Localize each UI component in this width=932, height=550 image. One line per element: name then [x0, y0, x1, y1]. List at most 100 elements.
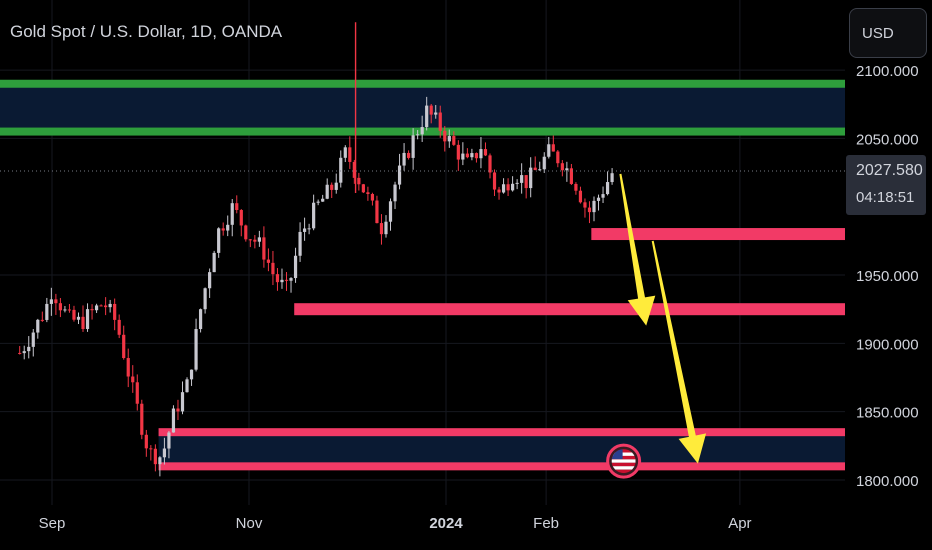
candle-body: [262, 237, 266, 260]
candle-body: [402, 152, 406, 166]
x-axis: Sep Nov 2024 Feb Apr: [39, 515, 752, 532]
candle-body: [357, 177, 361, 185]
levels: [294, 228, 845, 316]
candle-body: [135, 382, 139, 404]
candle-body: [420, 127, 424, 135]
candle-body: [583, 202, 587, 208]
x-tick-label: Nov: [236, 515, 263, 532]
candle-body: [36, 319, 40, 333]
candle-body: [447, 136, 451, 142]
candle-body: [434, 112, 438, 115]
candle-body: [361, 184, 365, 193]
candle-body: [470, 153, 474, 158]
symbol-title: Gold Spot / U.S. Dollar, 1D, OANDA: [10, 22, 283, 41]
zone-fill: [158, 432, 845, 467]
candle-body: [67, 309, 72, 311]
candle-body: [312, 202, 316, 229]
candle-body: [560, 163, 564, 171]
candle-body: [158, 457, 162, 465]
candle-body: [411, 135, 415, 158]
candle-body: [235, 203, 239, 211]
candle-body: [587, 207, 592, 213]
candle-body: [501, 184, 506, 193]
y-axis: 2100.000 2050.000 1950.000 1900.000 1850.000…: [856, 63, 919, 490]
candle-body: [226, 224, 230, 231]
candle-body: [488, 155, 492, 173]
candle-body: [406, 152, 411, 158]
candle-body: [352, 161, 356, 178]
candle-body: [221, 228, 225, 231]
candle-body: [393, 184, 397, 202]
candle-body: [425, 105, 429, 128]
candle-body: [117, 319, 121, 335]
candle-body: [574, 183, 578, 191]
candle-body: [212, 252, 216, 273]
candle-body: [456, 144, 460, 160]
currency-button[interactable]: USD: [849, 8, 927, 58]
candle-body: [108, 303, 112, 308]
candle-body: [126, 358, 130, 377]
candle-body: [248, 239, 252, 241]
candle-body: [483, 149, 488, 156]
y-tick-label: 1900.000: [856, 336, 919, 353]
candle-body: [203, 288, 207, 310]
x-tick-label: Sep: [39, 515, 66, 532]
candle-body: [208, 272, 212, 289]
candle-body: [244, 225, 248, 240]
candle-body: [375, 200, 379, 224]
candle-body: [321, 198, 325, 202]
candle-body: [511, 183, 515, 191]
candle-body: [122, 334, 126, 359]
candle-body: [280, 279, 284, 283]
support-level-bar: [294, 303, 845, 316]
candle-body: [94, 305, 99, 311]
candle-body: [515, 182, 519, 184]
candle-body: [316, 201, 320, 203]
candle-body: [293, 255, 298, 279]
zone-border-top: [158, 428, 845, 437]
candle-body: [140, 403, 144, 435]
candle-body: [397, 165, 402, 185]
event-marker[interactable]: [606, 443, 642, 479]
candle-body: [167, 432, 171, 449]
candle-body: [90, 309, 94, 311]
candle-body: [72, 309, 76, 320]
candle-body: [171, 408, 176, 433]
candle-body: [85, 309, 90, 329]
candle-body: [27, 346, 31, 352]
candle-body: [144, 434, 148, 449]
zone-border-bottom: [158, 462, 845, 471]
candle-body: [565, 168, 569, 171]
candle-body: [131, 376, 135, 383]
last-price-value: 2027.580: [856, 162, 923, 179]
candle-body: [76, 316, 81, 320]
candle-body: [194, 329, 198, 370]
candle-body: [266, 259, 271, 263]
candle-body: [520, 175, 524, 183]
candle-body: [384, 221, 388, 235]
candle-body: [533, 167, 537, 171]
candle-body: [81, 316, 85, 329]
us-flag-icon: [611, 449, 636, 474]
x-tick-label: Feb: [533, 515, 559, 532]
candle-body: [339, 157, 343, 183]
candle-body: [569, 168, 573, 184]
candle-body: [388, 201, 393, 222]
candle-body: [492, 172, 497, 190]
candle-body: [217, 228, 221, 253]
candle-body: [325, 184, 329, 199]
candle-body: [257, 237, 261, 242]
down-arrow: [651, 240, 707, 464]
candle-body: [149, 448, 153, 450]
candle-body: [63, 309, 67, 311]
candle-body: [601, 194, 605, 198]
candle-body: [596, 197, 601, 201]
candle-body: [230, 203, 234, 225]
bar-countdown: 04:18:51: [856, 189, 915, 206]
candle-body: [524, 175, 528, 189]
candle-body: [334, 182, 338, 190]
candle-body: [185, 379, 189, 393]
candle-body: [538, 169, 542, 171]
candle-body: [189, 369, 194, 380]
